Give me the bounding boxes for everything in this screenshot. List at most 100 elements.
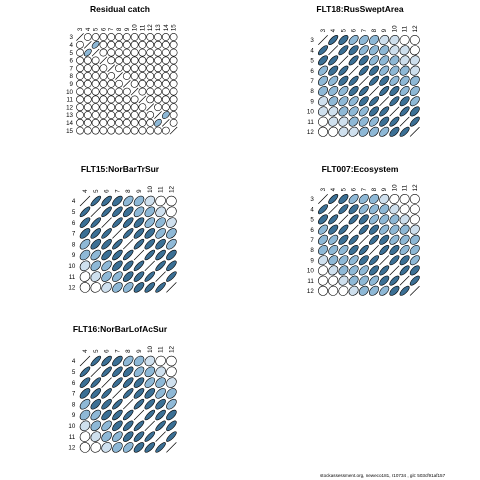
correlation-ellipse xyxy=(389,204,400,215)
correlation-ellipse xyxy=(122,206,134,218)
correlation-ellipse xyxy=(122,366,134,378)
correlation-ellipse xyxy=(155,366,166,378)
correlation-ellipse xyxy=(107,87,116,96)
column-tick-label: 10 xyxy=(147,345,154,352)
correlation-ellipse xyxy=(338,224,349,235)
correlation-ellipse xyxy=(101,249,112,261)
correlation-ellipse xyxy=(338,65,349,76)
column-tick-label: 12 xyxy=(168,345,175,352)
correlation-ellipse xyxy=(138,72,147,80)
correlation-ellipse xyxy=(138,103,147,112)
correlation-ellipse xyxy=(122,260,134,272)
correlation-ellipse xyxy=(144,228,156,239)
correlation-ellipse xyxy=(409,96,420,107)
correlation-ellipse xyxy=(379,65,390,76)
correlation-ellipse xyxy=(166,228,177,239)
correlation-ellipse xyxy=(169,40,178,49)
diagonal-mark xyxy=(76,33,84,41)
correlation-ellipse xyxy=(166,260,177,272)
diagonal-mark xyxy=(79,195,91,207)
correlation-ellipse xyxy=(133,377,145,388)
diagonal-mark xyxy=(358,75,369,86)
correlation-ellipse xyxy=(90,271,102,282)
column-tick-label: 11 xyxy=(402,184,409,191)
row-tick-label: 6 xyxy=(72,220,76,227)
correlation-ellipse xyxy=(99,48,108,57)
correlation-ellipse xyxy=(146,40,155,49)
correlation-ellipse xyxy=(99,33,108,41)
row-tick-label: 12 xyxy=(68,445,75,452)
correlation-ellipse xyxy=(146,56,155,65)
row-tick-label: 8 xyxy=(310,88,314,95)
correlation-ellipse xyxy=(130,40,139,49)
correlation-ellipse xyxy=(338,194,349,204)
correlation-ellipse xyxy=(328,234,339,245)
correlation-ellipse xyxy=(318,224,328,235)
correlation-ellipse xyxy=(107,111,116,119)
correlation-ellipse xyxy=(318,255,328,266)
correlation-ellipse xyxy=(155,282,166,293)
column-tick-label: 8 xyxy=(116,27,123,31)
row-tick-label: 11 xyxy=(67,97,74,104)
correlation-ellipse xyxy=(358,126,369,137)
correlation-ellipse xyxy=(133,442,145,453)
correlation-ellipse xyxy=(122,95,131,104)
diagonal-mark xyxy=(112,388,123,399)
row-tick-label: 10 xyxy=(68,263,75,270)
correlation-ellipse xyxy=(122,111,131,119)
correlation-ellipse xyxy=(91,111,100,119)
correlation-ellipse xyxy=(328,255,339,266)
column-tick-label: 9 xyxy=(381,187,388,191)
correlation-ellipse xyxy=(76,118,84,127)
row-tick-label: 11 xyxy=(307,278,314,285)
correlation-ellipse xyxy=(122,195,134,207)
correlation-ellipse xyxy=(138,126,147,135)
correlation-ellipse xyxy=(389,285,400,296)
correlation-ellipse xyxy=(328,106,339,117)
correlation-ellipse xyxy=(115,126,123,135)
correlation-ellipse xyxy=(338,86,349,96)
correlation-ellipse xyxy=(169,64,178,73)
correlation-ellipse xyxy=(409,214,420,225)
diagonal-mark xyxy=(133,249,145,261)
column-tick-label: 10 xyxy=(391,25,398,32)
row-tick-label: 12 xyxy=(307,288,314,295)
correlation-ellipse xyxy=(399,255,410,266)
correlation-ellipse xyxy=(91,72,100,80)
correlation-ellipse xyxy=(83,56,92,65)
row-tick-label: 9 xyxy=(72,252,76,259)
correlation-ellipse xyxy=(166,355,177,367)
correlation-ellipse xyxy=(389,234,400,245)
correlation-ellipse xyxy=(107,118,116,127)
correlation-ellipse xyxy=(130,64,139,73)
correlation-ellipse xyxy=(144,217,156,228)
correlation-ellipse xyxy=(130,111,139,119)
correlation-ellipse xyxy=(79,282,91,293)
correlation-ellipse xyxy=(133,420,145,432)
row-tick-label: 13 xyxy=(66,112,73,119)
correlation-ellipse xyxy=(389,214,400,225)
correlation-ellipse xyxy=(90,442,102,453)
correlation-ellipse xyxy=(369,65,379,76)
correlation-ellipse xyxy=(99,95,108,104)
correlation-ellipse xyxy=(409,204,420,215)
correlation-ellipse xyxy=(358,116,369,127)
column-tick-label: 6 xyxy=(104,189,111,193)
correlation-ellipse xyxy=(389,275,400,286)
correlation-ellipse xyxy=(155,355,166,367)
correlation-ellipse xyxy=(155,420,166,432)
correlation-ellipse xyxy=(161,126,170,135)
diagonal-mark xyxy=(389,265,400,276)
correlation-ellipse xyxy=(328,275,339,286)
diagonal-mark xyxy=(144,260,156,272)
column-tick-label: 9 xyxy=(124,27,131,31)
correlation-ellipse xyxy=(122,377,134,388)
correlation-ellipse xyxy=(369,234,379,245)
correlation-ellipse xyxy=(99,111,108,119)
correlation-ellipse xyxy=(122,33,131,41)
column-tick-label: 10 xyxy=(147,185,154,192)
correlation-ellipse xyxy=(161,48,170,57)
correlation-ellipse xyxy=(90,282,102,293)
row-tick-label: 4 xyxy=(72,198,76,205)
row-tick-label: 4 xyxy=(310,47,314,54)
